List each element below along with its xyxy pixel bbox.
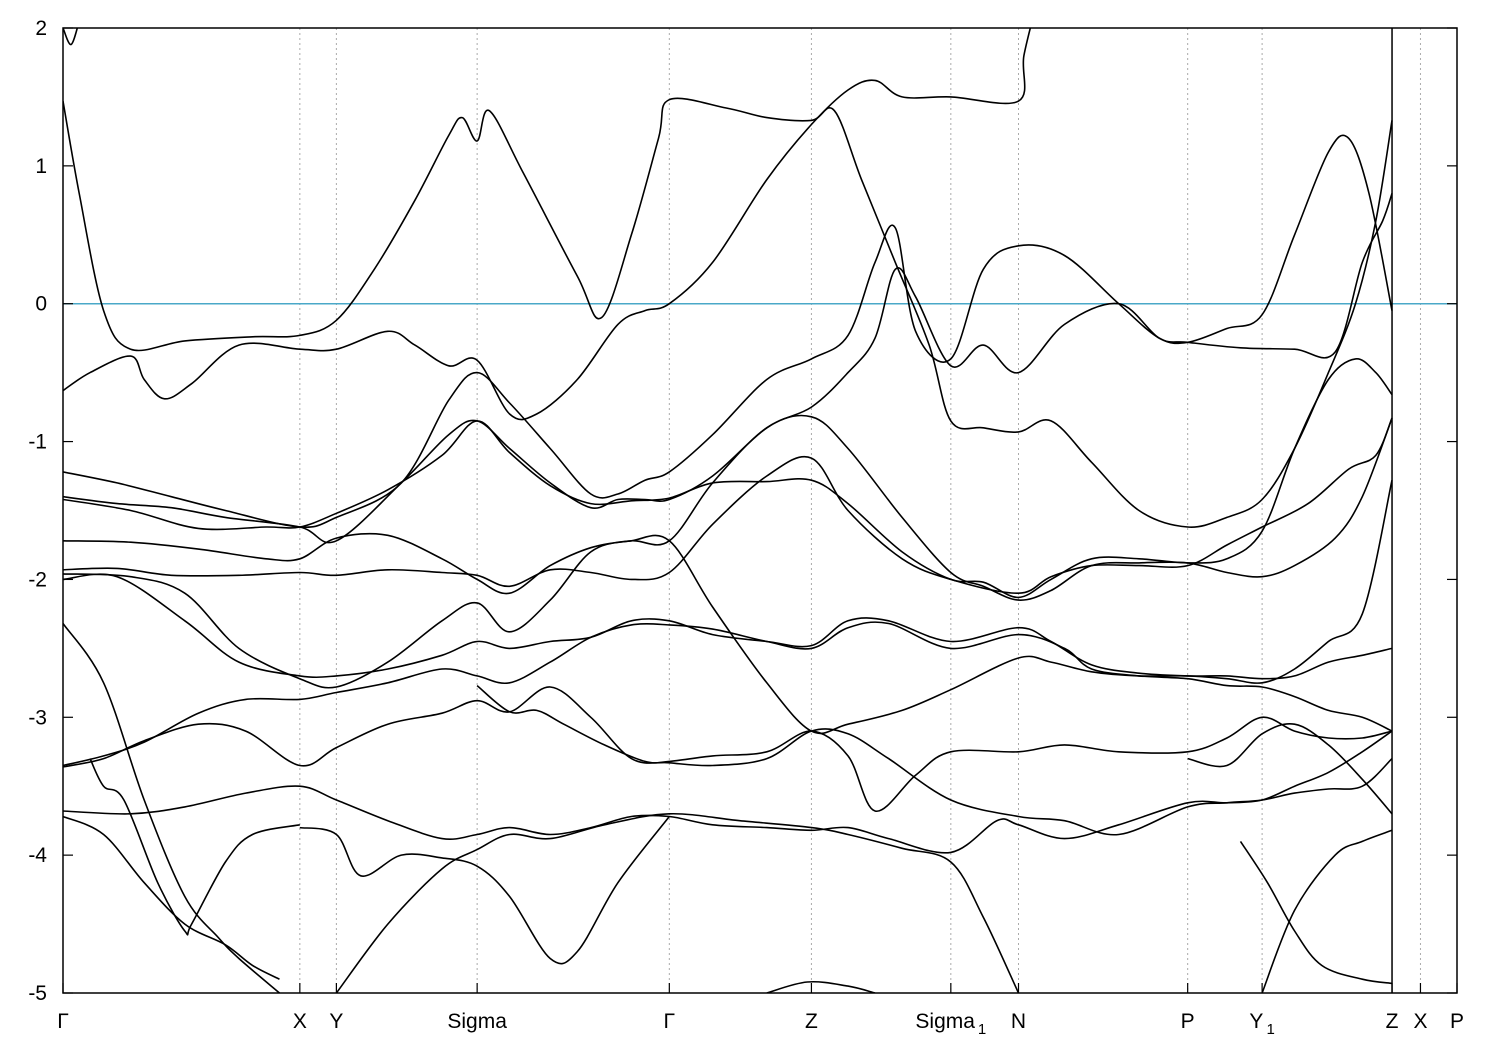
- band-line-2: [63, 28, 79, 46]
- y-tick-label: 2: [35, 17, 47, 40]
- y-axis-ticks: 2 1 0 -1 -2 -3 -4 -5: [28, 17, 1457, 1005]
- band-line-21: [1261, 829, 1393, 993]
- plot-frame: [62, 27, 1458, 994]
- kpoint-label-subscript: 1: [978, 1021, 986, 1038]
- kpoint-label: P: [1181, 1010, 1195, 1033]
- kpoint-label-main: Y: [329, 1010, 343, 1033]
- kpoint-label-main: Sigma: [447, 1010, 507, 1033]
- band-line-7: [63, 417, 1393, 595]
- band-line-20: [1187, 722, 1393, 815]
- band-line-4: [63, 193, 1393, 544]
- kpoint-label-main: Γ: [57, 1010, 69, 1033]
- band-line-6: [63, 414, 1393, 601]
- x-axis-ticks: Γ X Y Sigma Γ Z Sigma 1 N P Y 1 Z X P: [57, 983, 1464, 1038]
- band-line-13: [63, 730, 1393, 854]
- kpoint-label-main: Sigma: [915, 1010, 975, 1033]
- kpoint-label: X: [1413, 1010, 1427, 1033]
- kpoint-label-main: Γ: [664, 1010, 676, 1033]
- kpoint-label: Sigma: [447, 1010, 507, 1033]
- kpoint-label-main: Z: [1386, 1010, 1399, 1033]
- band-line-0: [63, 97, 1393, 528]
- y-tick-label: -1: [28, 431, 47, 454]
- band-line-18: [766, 980, 876, 993]
- kpoint-label: Γ: [664, 1010, 676, 1033]
- kpoint-label: P: [1450, 1010, 1464, 1033]
- band-line-16: [299, 816, 670, 965]
- y-tick-label: -3: [28, 706, 47, 729]
- kpoint-label-main: N: [1011, 1010, 1026, 1033]
- band-curves: [63, 28, 1393, 993]
- band-line-5: [63, 358, 1393, 599]
- kpoint-label: Z: [805, 1010, 818, 1033]
- y-tick-label: 1: [35, 155, 47, 178]
- kpoint-label-main: X: [1413, 1010, 1427, 1033]
- band-line-8: [63, 480, 1393, 735]
- kpoint-label: Z: [1386, 1010, 1399, 1033]
- band-line-22: [1239, 840, 1393, 985]
- band-line-11: [63, 621, 1393, 767]
- band-line-14: [63, 815, 280, 980]
- y-tick-label: -5: [28, 982, 47, 1005]
- kpoint-label-main: P: [1181, 1010, 1195, 1033]
- kpoint-label: Y: [329, 1010, 343, 1033]
- band-line-1: [63, 28, 1032, 421]
- kpoint-label-main: P: [1450, 1010, 1464, 1033]
- kpoint-label: N: [1011, 1010, 1026, 1033]
- y-tick-label: 0: [35, 293, 47, 316]
- band-line-19: [476, 684, 1393, 812]
- band-line-10: [63, 623, 281, 993]
- kpoint-label: X: [293, 1010, 307, 1033]
- kpoint-label-main: X: [293, 1010, 307, 1033]
- kpoint-label: Sigma 1: [915, 1010, 986, 1038]
- band-line-17: [335, 812, 1020, 993]
- kpoint-label: Γ: [57, 1010, 69, 1033]
- band-line-15: [89, 758, 300, 936]
- y-tick-label: -2: [28, 568, 47, 591]
- kpoint-label-main: Y: [1249, 1010, 1263, 1033]
- y-tick-label: -4: [28, 844, 47, 867]
- kpoint-label-main: Z: [805, 1010, 818, 1033]
- kpoint-label-subscript: 1: [1266, 1021, 1274, 1038]
